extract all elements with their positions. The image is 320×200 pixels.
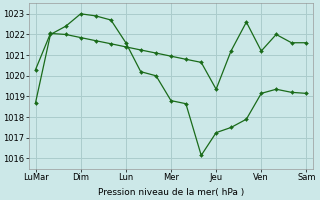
X-axis label: Pression niveau de la mer( hPa ): Pression niveau de la mer( hPa ) <box>98 188 244 197</box>
